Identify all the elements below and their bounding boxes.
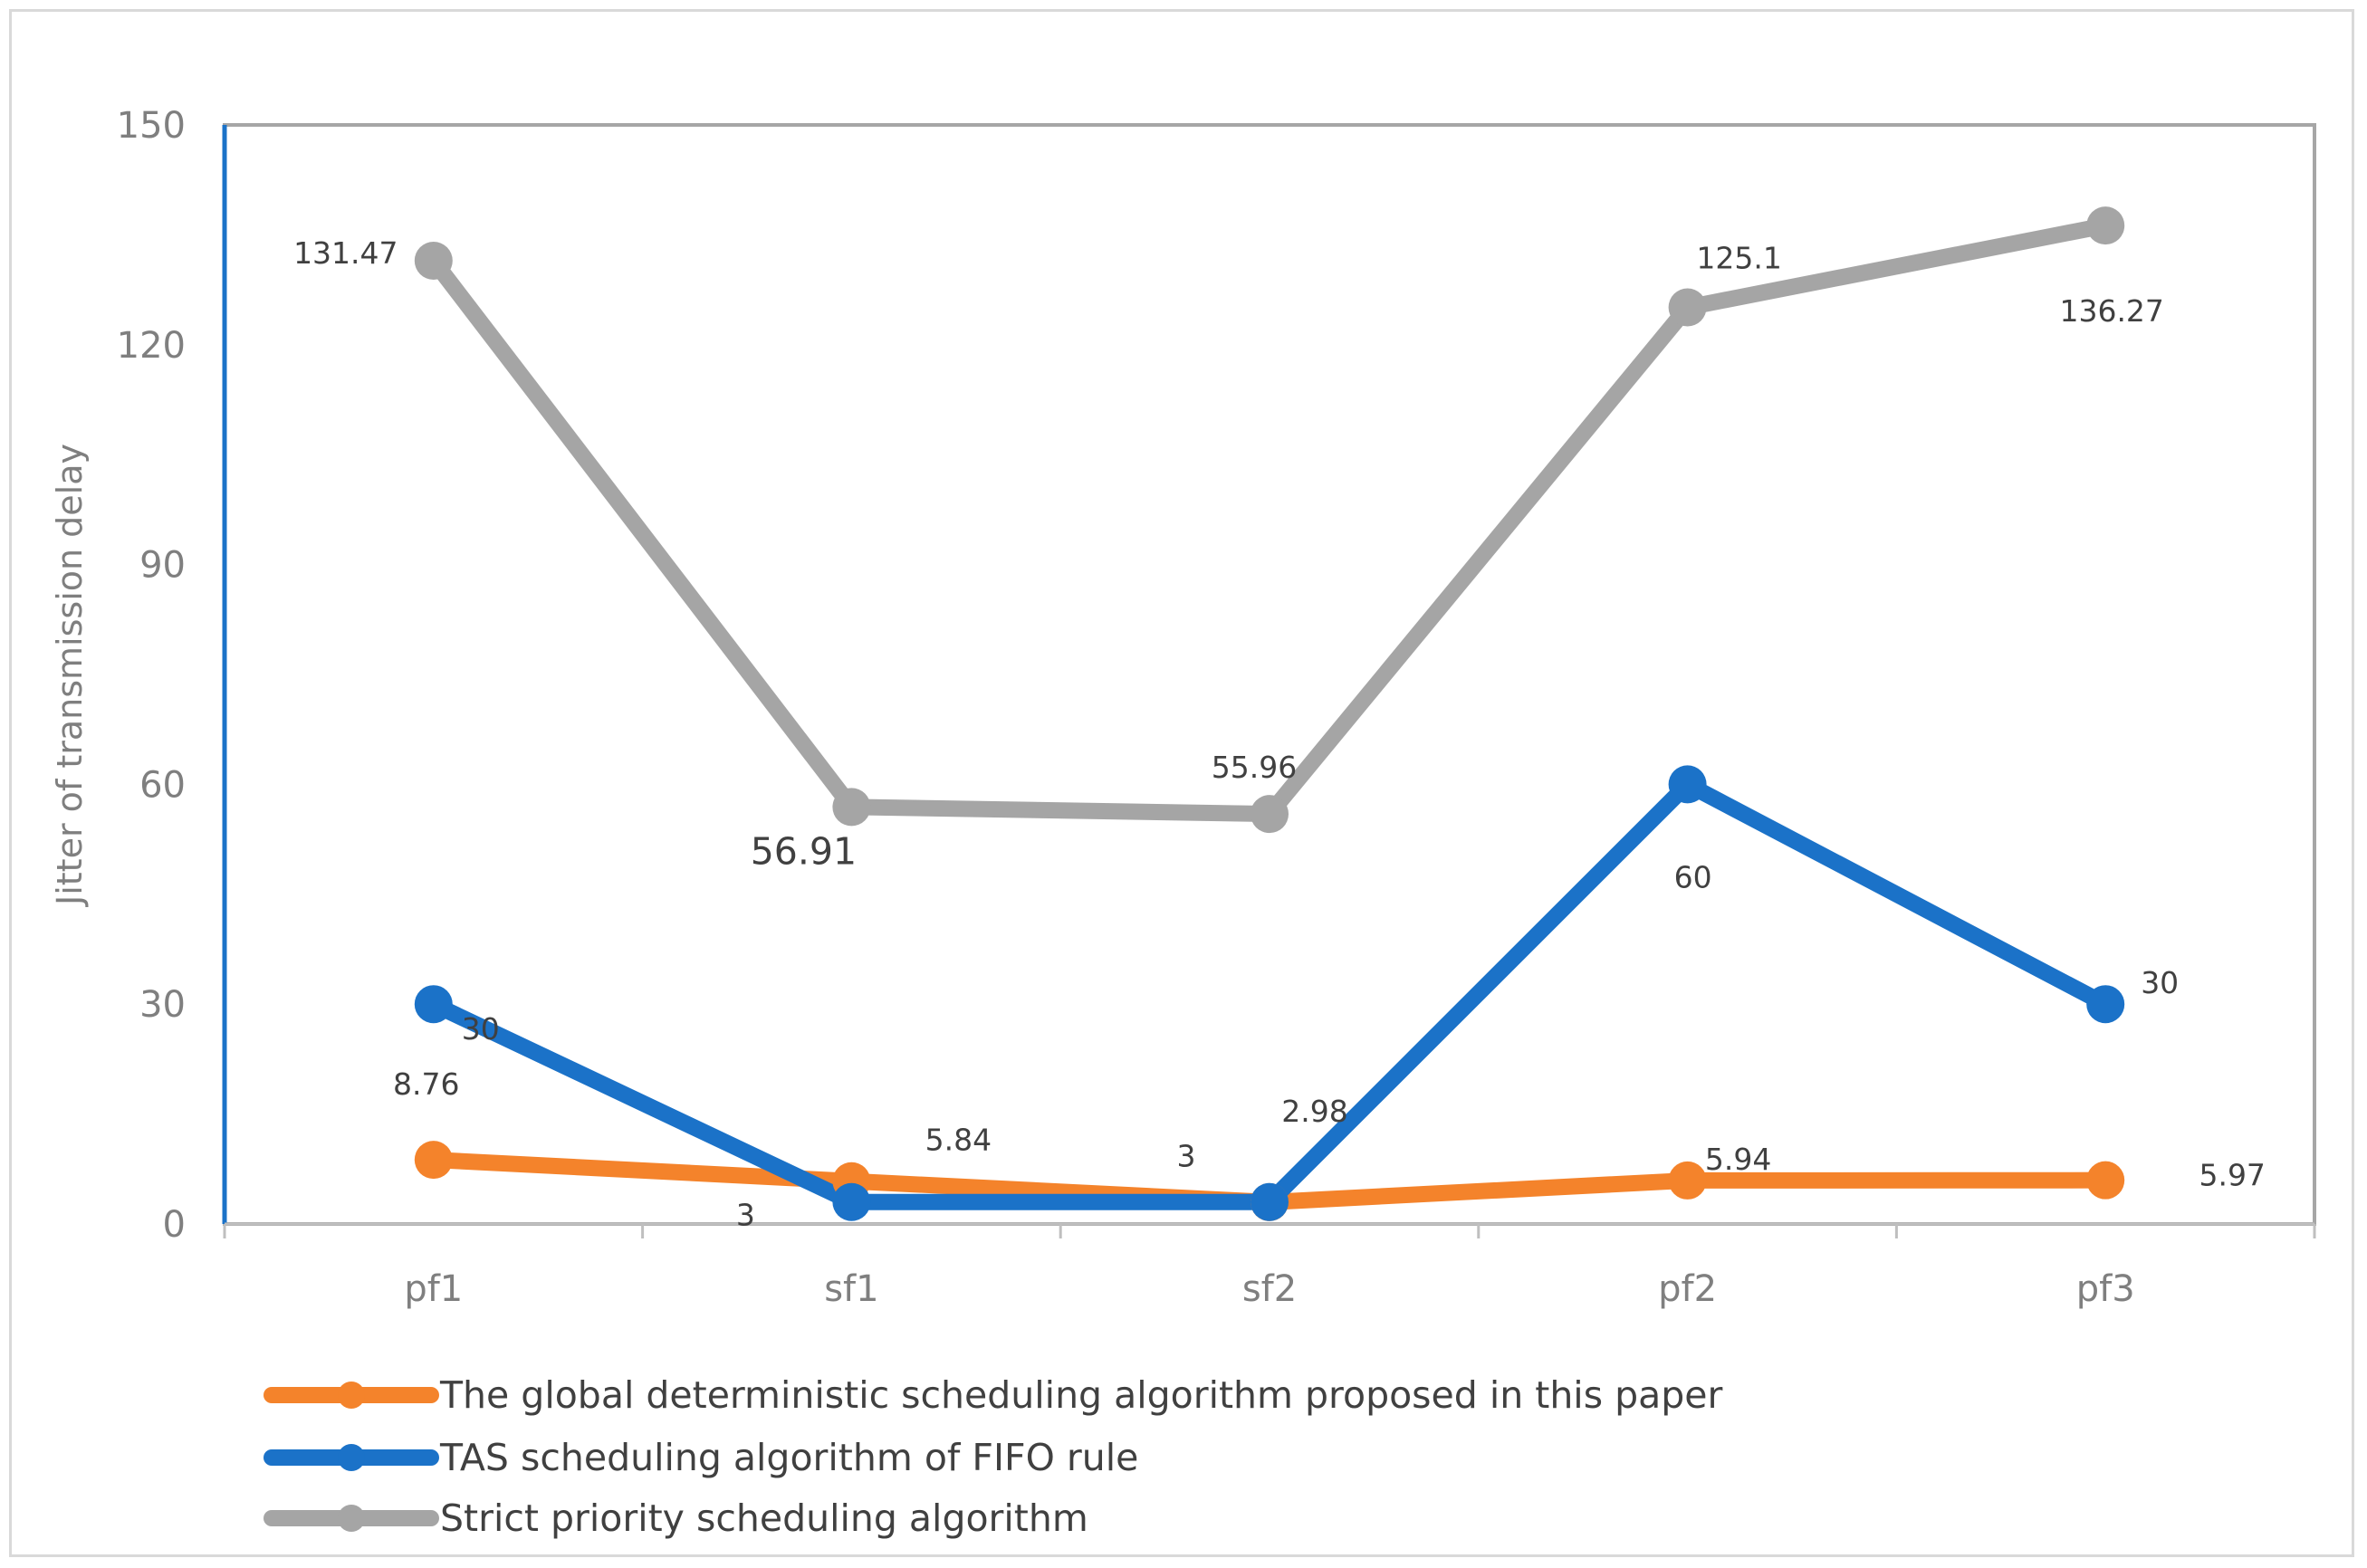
x-tick-label: sf2 bbox=[1242, 1268, 1297, 1310]
data-label: 56.91 bbox=[751, 829, 857, 873]
series-line-1 bbox=[425, 776, 2114, 1210]
series-1-point bbox=[414, 985, 453, 1024]
y-axis-label: Jitter of transmission delay bbox=[50, 444, 90, 907]
series-0-point bbox=[1668, 1161, 1707, 1200]
data-label: 3 bbox=[736, 1198, 755, 1233]
series-line-2 bbox=[425, 217, 2114, 823]
series-0-point bbox=[414, 1141, 453, 1180]
data-label: 55.96 bbox=[1212, 750, 1297, 785]
legend: The global deterministic scheduling algo… bbox=[264, 1373, 1722, 1540]
series-2-point bbox=[2086, 206, 2125, 245]
data-label: 131.47 bbox=[293, 235, 398, 271]
data-label: 30 bbox=[462, 1011, 500, 1047]
series-2-point bbox=[414, 241, 453, 280]
data-label: 125.1 bbox=[1696, 241, 1781, 276]
series-1-point bbox=[1251, 1182, 1289, 1221]
y-tick-labels: 0 30 60 90 120 150 bbox=[117, 105, 186, 1246]
data-label: 5.84 bbox=[925, 1123, 992, 1158]
x-tick-label: pf3 bbox=[2076, 1268, 2135, 1310]
data-label: 136.27 bbox=[2059, 293, 2163, 329]
series-1-point bbox=[1668, 765, 1707, 804]
x-tick-labels: pf1 sf1 sf2 pf2 pf3 bbox=[404, 1268, 2134, 1310]
legend-label-0: The global deterministic scheduling algo… bbox=[439, 1373, 1722, 1417]
series-2-point bbox=[832, 788, 871, 827]
data-label: 3 bbox=[1177, 1139, 1196, 1174]
y-tick-label: 150 bbox=[117, 105, 186, 147]
y-tick-label: 120 bbox=[117, 325, 186, 367]
series-1-point bbox=[832, 1182, 871, 1221]
chart-frame bbox=[9, 9, 2354, 1557]
data-label: 2.98 bbox=[1281, 1094, 1347, 1129]
legend-item-2: Strict priority scheduling algorithm bbox=[264, 1496, 1088, 1540]
data-label: 60 bbox=[1674, 859, 1712, 894]
legend-marker-1 bbox=[338, 1444, 365, 1471]
data-labels: 8.76 5.84 2.98 5.94 5.97 30 3 3 60 30 131.47 56.91 5… bbox=[293, 235, 2266, 1233]
x-tick-marks bbox=[223, 1224, 2316, 1238]
y-tick-label: 0 bbox=[163, 1204, 186, 1246]
legend-item-0: The global deterministic scheduling algo… bbox=[264, 1373, 1722, 1417]
legend-label-2: Strict priority scheduling algorithm bbox=[440, 1496, 1088, 1540]
series-2-point bbox=[1251, 795, 1289, 834]
y-tick-label: 30 bbox=[139, 984, 186, 1026]
x-tick-label: pf2 bbox=[1658, 1268, 1717, 1310]
series-lines bbox=[425, 217, 2114, 1210]
series-2-point bbox=[1668, 288, 1707, 327]
y-tick-label: 90 bbox=[139, 545, 186, 587]
legend-label-1: TAS scheduling algorithm of FIFO rule bbox=[439, 1436, 1138, 1479]
series-0-point bbox=[2086, 1161, 2125, 1200]
legend-marker-2 bbox=[338, 1505, 365, 1532]
data-label: 5.94 bbox=[1705, 1142, 1771, 1177]
data-label: 30 bbox=[2141, 965, 2179, 1000]
series-1-point bbox=[2086, 985, 2125, 1024]
legend-item-1: TAS scheduling algorithm of FIFO rule bbox=[264, 1436, 1138, 1479]
x-tick-label: pf1 bbox=[404, 1268, 463, 1310]
legend-marker-0 bbox=[338, 1382, 365, 1409]
data-label: 8.76 bbox=[393, 1066, 459, 1102]
data-label: 5.97 bbox=[2199, 1158, 2265, 1193]
x-tick-label: sf1 bbox=[824, 1268, 878, 1310]
series-points bbox=[414, 206, 2125, 1221]
y-tick-label: 60 bbox=[139, 764, 186, 806]
